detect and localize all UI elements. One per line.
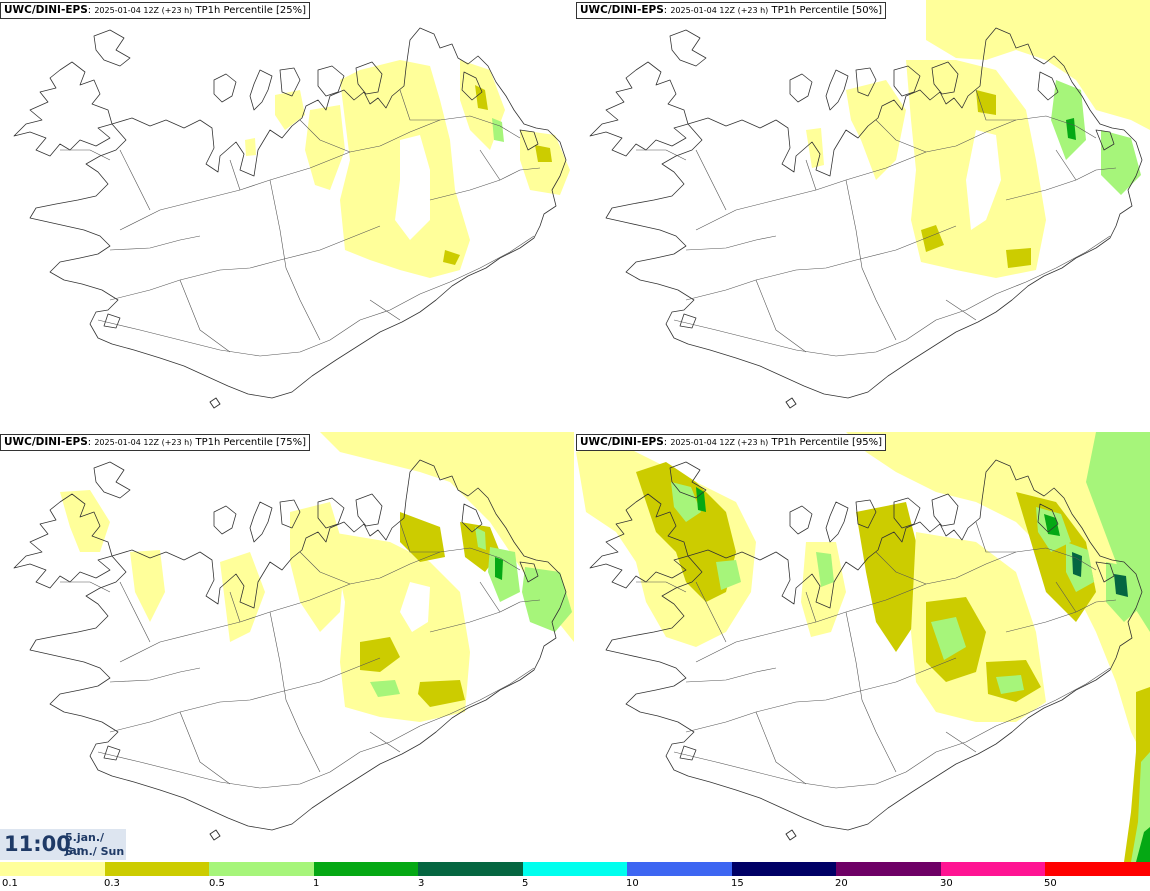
precip-area-2 (636, 462, 736, 602)
legend-swatch-5 (523, 862, 627, 876)
run-info: 2025-01-04 12Z (+23 h) (94, 438, 193, 447)
legend-label-4: 3 (418, 878, 425, 889)
legend-swatch-3 (314, 862, 418, 876)
color-legend: 0.1 0.3 0.5 1 3 5 10 15 20 30 50 (0, 862, 1150, 891)
precip-area-15 (400, 512, 445, 562)
legend-swatch-6 (627, 862, 732, 876)
run-info: 2025-01-04 12Z (+23 h) (94, 6, 193, 15)
model-source: UWC/DINI-EPS (4, 4, 88, 16)
legend-label-9: 30 (940, 878, 953, 889)
valid-day: Sun./ Sun (65, 845, 125, 858)
precip-area-7 (492, 118, 504, 142)
precip-area-2 (275, 90, 305, 130)
precip-area-3 (671, 482, 701, 522)
precip-area-4 (290, 502, 345, 632)
legend-label-3: 1 (313, 878, 320, 889)
precip-area-2 (846, 80, 906, 180)
field-title: TP1h Percentile [75%] (195, 437, 307, 448)
precip-area-9 (1101, 130, 1141, 195)
precip-area-12 (488, 547, 520, 602)
legend-label-10: 50 (1044, 878, 1057, 889)
legend-label-2: 0.5 (209, 878, 225, 889)
precip-area-11 (976, 90, 996, 115)
legend-label-7: 15 (731, 878, 744, 889)
precip-area-8 (370, 680, 400, 697)
legend-label-8: 20 (835, 878, 848, 889)
precip-area-24 (1136, 827, 1150, 862)
legend-label-6: 10 (626, 878, 639, 889)
model-source: UWC/DINI-EPS (580, 436, 664, 448)
precip-area-6 (400, 582, 430, 632)
precip-area-0 (320, 432, 574, 642)
legend-swatch-10 (1045, 862, 1150, 876)
precip-area-3 (220, 552, 265, 642)
legend-swatch-4 (418, 862, 523, 876)
legend-swatch-7 (732, 862, 836, 876)
precip-area-21 (1114, 574, 1128, 597)
precip-area-2 (130, 550, 165, 622)
map-panel-p25: UWC/DINI-EPS: 2025-01-04 12Z (+23 h) TP1… (0, 0, 574, 430)
legend-swatch-8 (836, 862, 941, 876)
precip-area-7 (816, 552, 834, 587)
valid-hour: 11:00 (4, 832, 71, 856)
legend-label-0: 0.1 (2, 878, 18, 889)
legend-label-1: 0.3 (104, 878, 120, 889)
precip-area-10 (245, 138, 256, 156)
field-title: TP1h Percentile [50%] (771, 5, 883, 16)
precip-area-1 (395, 135, 430, 240)
panel-title: UWC/DINI-EPS: 2025-01-04 12Z (+23 h) TP1… (0, 434, 311, 451)
field-title: TP1h Percentile [25%] (195, 5, 307, 16)
field-title: TP1h Percentile [95%] (771, 437, 883, 448)
precip-area-8 (856, 502, 921, 652)
precip-area-7 (360, 637, 400, 672)
panel-title: UWC/DINI-EPS: 2025-01-04 12Z (+23 h) TP1… (576, 2, 887, 19)
precip-area-13 (495, 557, 503, 580)
precip-area-6 (475, 85, 488, 110)
panel-title: UWC/DINI-EPS: 2025-01-04 12Z (+23 h) TP1… (0, 2, 311, 19)
legend-label-5: 5 (522, 878, 529, 889)
model-source: UWC/DINI-EPS (4, 436, 88, 448)
run-info: 2025-01-04 12Z (+23 h) (670, 6, 769, 15)
precip-area-5 (330, 532, 470, 722)
precip-area-4 (966, 130, 1001, 230)
precip-area-11 (931, 617, 966, 660)
precip-area-0 (926, 0, 1150, 130)
map-panel-p50: UWC/DINI-EPS: 2025-01-04 12Z (+23 h) TP1… (576, 0, 1150, 430)
precip-area-5 (520, 130, 570, 195)
precip-area-10 (806, 128, 824, 168)
precip-area-1 (60, 490, 110, 552)
precip-area-6 (801, 542, 846, 637)
legend-swatch-0 (0, 862, 105, 876)
precip-area-8 (535, 145, 552, 162)
legend-swatch-1 (105, 862, 209, 876)
precip-area-3 (305, 105, 345, 190)
panel-divider (574, 0, 576, 860)
precip-area-5 (921, 225, 944, 252)
panel-title: UWC/DINI-EPS: 2025-01-04 12Z (+23 h) TP1… (576, 434, 887, 451)
precip-area-14 (522, 567, 572, 632)
precip-area-9 (443, 250, 460, 265)
precip-area-4 (696, 487, 706, 512)
precip-area-9 (418, 680, 465, 707)
run-info: 2025-01-04 12Z (+23 h) (670, 438, 769, 447)
precip-area-6 (1006, 248, 1031, 268)
precip-area-18 (1072, 552, 1082, 577)
precip-area-5 (716, 560, 741, 590)
model-source: UWC/DINI-EPS (580, 4, 664, 16)
valid-date: 5.jan./ Jan (65, 831, 105, 857)
map-panel-p95: UWC/DINI-EPS: 2025-01-04 12Z (+23 h) TP1… (576, 432, 1150, 862)
precip-area-11 (475, 527, 486, 550)
valid-time-box: 11:00 5.jan./ Jan Sun./ Sun (0, 829, 126, 860)
map-panel-p75: UWC/DINI-EPS: 2025-01-04 12Z (+23 h) TP1… (0, 432, 574, 862)
legend-swatch-9 (941, 862, 1045, 876)
legend-swatch-2 (209, 862, 314, 876)
precip-area-13 (996, 675, 1024, 694)
